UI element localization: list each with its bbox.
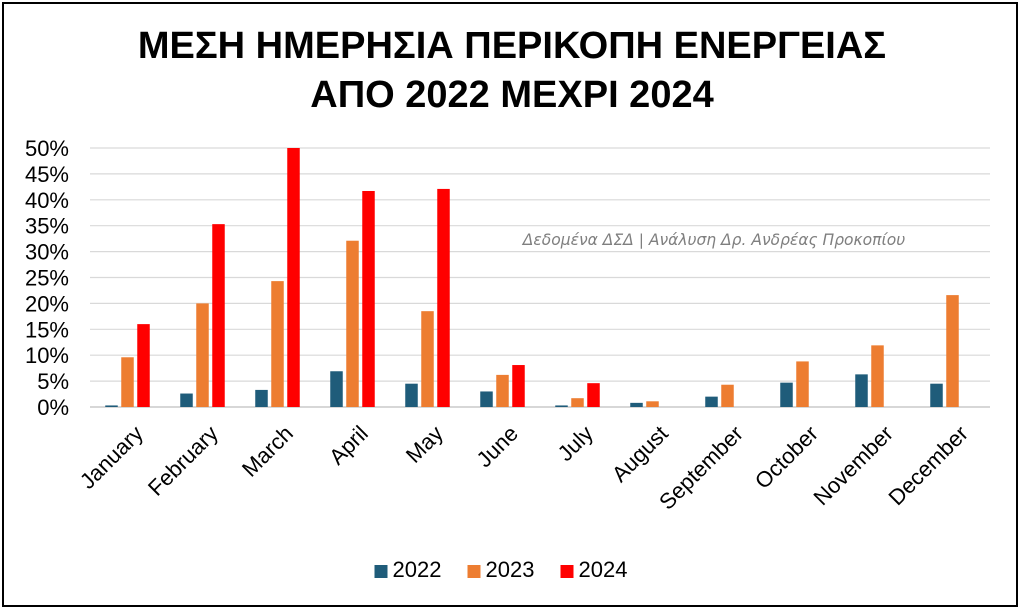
x-tick-label: May bbox=[401, 421, 448, 468]
bar-2022-november bbox=[855, 374, 868, 407]
y-tick-label: 30% bbox=[25, 240, 69, 265]
legend-label-2023: 2023 bbox=[486, 557, 535, 582]
legend: 2022 2023 2024 bbox=[374, 557, 628, 582]
bar-2022-february bbox=[180, 393, 193, 407]
chart-title-line-2: ΑΠΟ 2022 ΜΕΧΡΙ 2024 bbox=[310, 74, 713, 116]
bar-2022-september bbox=[705, 396, 718, 407]
legend-label-2024: 2024 bbox=[579, 557, 628, 582]
bar-2022-june bbox=[480, 391, 493, 407]
source-annotation: Δεδομένα ΔΣΔ | Ανάλυση Δρ. Ανδρέας Προκο… bbox=[522, 231, 905, 249]
y-tick-label: 15% bbox=[25, 317, 69, 342]
gridlines bbox=[90, 147, 990, 408]
x-tick-label: January bbox=[75, 421, 148, 494]
y-tick-label: 25% bbox=[25, 266, 69, 291]
y-tick-label: 40% bbox=[25, 188, 69, 213]
bar-2023-december bbox=[946, 295, 959, 407]
bar-2023-february bbox=[196, 303, 209, 407]
y-axis-tick-labels: 0%5%10%15%20%25%30%35%40%45%50% bbox=[25, 136, 69, 420]
bar-2023-october bbox=[796, 361, 809, 407]
bar-2022-april bbox=[330, 371, 343, 407]
y-tick-label: 10% bbox=[25, 343, 69, 368]
y-tick-label: 45% bbox=[25, 162, 69, 187]
y-tick-label: 20% bbox=[25, 291, 69, 316]
x-tick-label: February bbox=[143, 421, 223, 501]
bar-2024-may bbox=[437, 188, 450, 407]
x-tick-label: October bbox=[750, 421, 823, 494]
bar-2023-may bbox=[421, 311, 434, 407]
y-tick-label: 0% bbox=[37, 395, 69, 420]
y-tick-label: 50% bbox=[25, 136, 69, 161]
bar-2022-december bbox=[930, 383, 943, 407]
chart-frame bbox=[2, 2, 1018, 607]
bar-2023-july bbox=[571, 398, 584, 407]
y-tick-label: 35% bbox=[25, 214, 69, 239]
bar-2022-october bbox=[780, 382, 793, 407]
bar-2023-august bbox=[646, 401, 659, 407]
legend-label-2022: 2022 bbox=[393, 557, 442, 582]
bar-2022-january bbox=[105, 405, 118, 407]
x-tick-label: November bbox=[808, 421, 897, 510]
bar-2023-march bbox=[271, 281, 284, 407]
x-tick-label: April bbox=[324, 421, 373, 470]
bar-2024-march bbox=[287, 148, 300, 407]
bar-2024-july bbox=[587, 383, 600, 407]
bar-2023-january bbox=[121, 357, 134, 407]
bar-2024-february bbox=[212, 224, 225, 407]
bar-2022-july bbox=[555, 405, 568, 407]
bar-2024-january bbox=[137, 324, 150, 407]
legend-swatch-2022 bbox=[374, 565, 388, 578]
y-tick-label: 5% bbox=[37, 369, 69, 394]
bar-2023-april bbox=[346, 240, 359, 407]
bar-2022-may bbox=[405, 383, 418, 407]
bar-2024-june bbox=[512, 365, 525, 407]
bar-2022-march bbox=[255, 389, 268, 407]
bar-2023-june bbox=[496, 374, 509, 407]
chart-title-line-1: ΜΕΣΗ ΗΜΕΡΗΣΙΑ ΠΕΡΙΚΟΠΗ ΕΝΕΡΓΕΙΑΣ bbox=[138, 25, 886, 67]
bar-2023-november bbox=[871, 345, 884, 407]
bar-2023-september bbox=[721, 384, 734, 407]
bars bbox=[105, 148, 959, 407]
legend-swatch-2023 bbox=[467, 565, 481, 578]
x-tick-label: March bbox=[237, 421, 298, 482]
x-tick-label: December bbox=[883, 421, 972, 510]
x-tick-label: August bbox=[607, 421, 673, 487]
bar-2024-april bbox=[362, 190, 375, 407]
x-tick-label: June bbox=[472, 421, 523, 472]
bar-2022-august bbox=[630, 402, 643, 407]
legend-swatch-2024 bbox=[560, 565, 574, 578]
x-tick-label: July bbox=[553, 421, 598, 466]
